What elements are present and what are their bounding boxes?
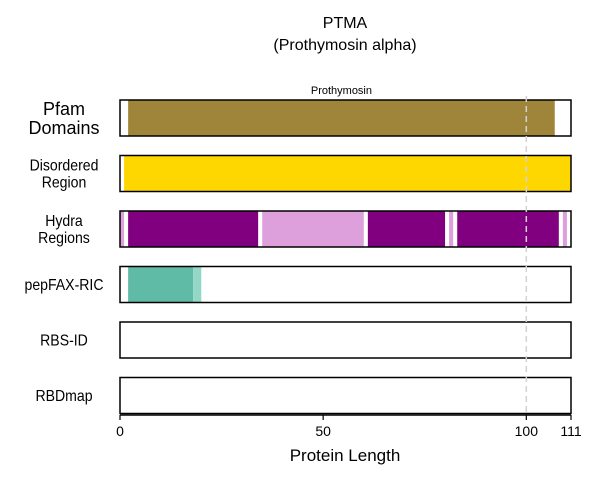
- track-label: Region: [42, 174, 87, 192]
- track-label: Regions: [38, 229, 90, 247]
- x-axis: 0 50 100 111: [116, 414, 582, 439]
- track-segment: [562, 211, 567, 247]
- x-tick-label: 0: [116, 423, 124, 439]
- track-3: pepFAX-RIC: [24, 265, 572, 304]
- track-label: Hydra: [45, 212, 83, 230]
- track-background: [120, 322, 571, 358]
- track-segment: [457, 211, 559, 247]
- track-label: Domains: [28, 118, 99, 138]
- track-segment: [128, 266, 194, 303]
- track-segment: [124, 155, 572, 192]
- track-4: RBS-ID: [40, 321, 572, 359]
- track-segment: [193, 266, 202, 303]
- x-tick-label: 111: [560, 423, 581, 439]
- track-border: [119, 376, 572, 415]
- segment-label: Prothymosin: [311, 85, 372, 97]
- track-label: RBS-ID: [40, 332, 88, 350]
- x-tick-label: 100: [515, 423, 539, 439]
- track-border: [119, 265, 572, 304]
- track-label: Pfam: [43, 99, 85, 119]
- chart-title: PTMA: [323, 15, 368, 32]
- track-border: [119, 321, 572, 359]
- track-background: [120, 377, 571, 414]
- track-border: [119, 154, 572, 193]
- track-segment: [120, 211, 125, 247]
- chart-subtitle: (Prothymosin alpha): [273, 37, 416, 54]
- track-border: [119, 99, 572, 137]
- track-label: RBDmap: [35, 387, 92, 405]
- track-label: Disordered: [30, 157, 99, 175]
- track-segment: [367, 211, 446, 247]
- track-label: pepFAX-RIC: [24, 276, 103, 294]
- track-5: RBDmap: [35, 376, 572, 415]
- track-border: [119, 210, 572, 248]
- track-segment: [449, 211, 454, 247]
- track-segment: [262, 211, 364, 247]
- track-segment: [128, 100, 555, 136]
- track-segment: [128, 211, 259, 247]
- x-tick-label: 50: [315, 423, 331, 439]
- x-axis-label: Protein Length: [290, 446, 401, 465]
